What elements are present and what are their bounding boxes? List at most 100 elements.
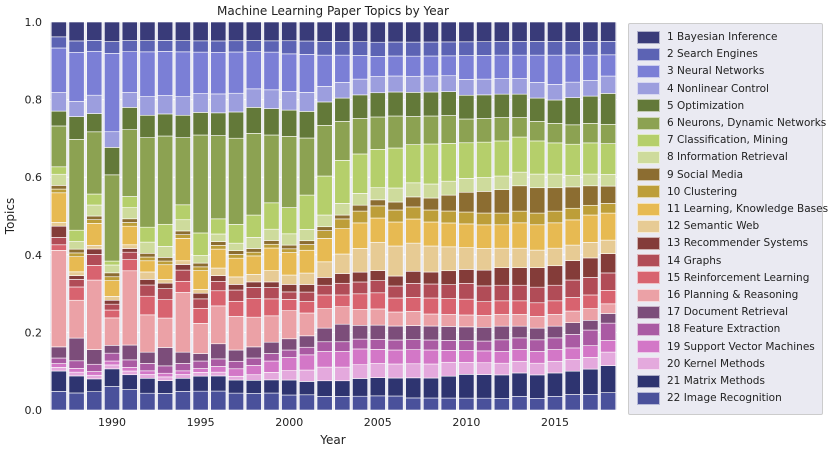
bar-segment [440,41,457,57]
bar-segment [582,308,599,321]
bar-segment [582,294,599,309]
bar-segment [86,391,103,411]
bar-segment [334,323,351,343]
bar-segment [405,377,422,399]
bar-segment [511,21,528,42]
bar-segment [529,339,546,352]
bar-segment [458,326,475,342]
bar-segment [192,266,209,271]
bar-segment [529,41,546,56]
bar-segment [50,370,67,392]
bar-segment [440,55,457,77]
legend-swatch [637,374,660,388]
bar-segment [281,291,298,300]
bar-segment [50,363,67,368]
bar-segment [157,393,174,411]
bar-segment [529,82,546,99]
bar-segment [139,260,156,273]
bar-segment [210,366,227,373]
bar-segment [511,325,528,339]
legend-item: 21 Matrix Methods [637,373,765,389]
legend-swatch [637,202,660,216]
bar-segment [263,315,280,343]
bar-segment [440,115,457,144]
bar-segment [600,272,617,291]
bar-segment [369,270,386,281]
bar-segment [228,392,244,411]
bar-segment [476,177,493,192]
bar-segment [440,361,457,377]
bar-segment [511,210,528,224]
bar-segment [245,274,262,283]
bar-segment [440,350,457,363]
bar-segment [68,139,85,231]
bar-segment [121,107,138,130]
bar-segment [157,95,174,115]
bar-segment [210,40,227,53]
bar-segment [511,360,528,374]
x-tick-label: 1995 [187,416,215,429]
bar-segment [210,280,227,292]
bar-segment [387,297,404,313]
bar-segment [263,228,280,241]
bar-segment [600,185,617,204]
bar-segment [493,117,510,142]
bar-segment [476,21,493,43]
bar-segment [600,351,617,366]
bar-segment [281,91,298,111]
legend-item: 8 Information Retrieval [637,149,788,165]
legend-label: 3 Neural Networks [667,65,765,78]
bar-segment [458,298,475,316]
bar-segment [529,140,546,175]
bar-segment [68,248,85,254]
bar-segment [458,191,475,213]
bar-segment [423,283,439,299]
bar-segment [600,54,617,77]
bar-segment [86,193,103,206]
x-axis-label: Year [319,433,345,447]
bar-segment [334,41,351,56]
bar-segment [68,375,85,394]
legend-label: 19 Support Vector Machines [667,340,815,353]
bar-segment [210,245,227,250]
bar-segment [511,41,528,56]
bar-segment [493,267,510,286]
bar-segment [582,357,599,370]
bar-segment [369,76,386,94]
bar-segment [139,226,156,243]
bar-segment [174,351,191,364]
bar-segment [228,276,244,285]
bar-segment [68,229,85,242]
bar-segment [352,41,368,56]
bar-segment [511,300,528,315]
bar-segment [210,51,227,95]
bar-segment [387,115,404,149]
bar-segment [68,275,85,280]
bar-segment [369,116,386,150]
bar-segment [334,380,351,397]
bar-segment [192,360,209,369]
bar-segment [405,206,422,220]
bar-segment [104,147,120,176]
bar-segment [121,196,138,208]
bar-segment [104,352,120,362]
bar-segment [228,21,244,42]
bar-segment [121,225,138,246]
legend-swatch [637,133,660,147]
bar-segment [582,214,599,243]
bar-segment [352,271,368,283]
legend-swatch [637,47,660,61]
bar-segment [192,368,209,373]
bar-segment [68,299,85,339]
bar-segment [50,173,67,186]
bar-segment [600,124,617,144]
bar-segment [228,375,244,381]
bar-segment [192,21,209,42]
legend-label: 15 Reinforcement Learning [667,271,810,284]
bar-segment [511,372,528,397]
legend-item: 11 Learning, Knowledge Bases [637,201,828,217]
bar-segment [352,293,368,310]
bar-segment [529,302,546,317]
bar-segment [352,204,368,212]
bar-segment [245,316,262,348]
